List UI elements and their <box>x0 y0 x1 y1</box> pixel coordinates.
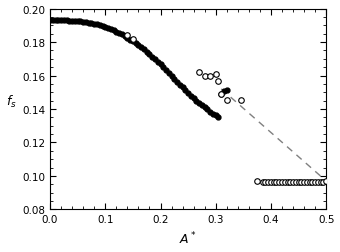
X-axis label: $A^*$: $A^*$ <box>179 230 197 246</box>
Y-axis label: $f_s$: $f_s$ <box>5 93 16 110</box>
